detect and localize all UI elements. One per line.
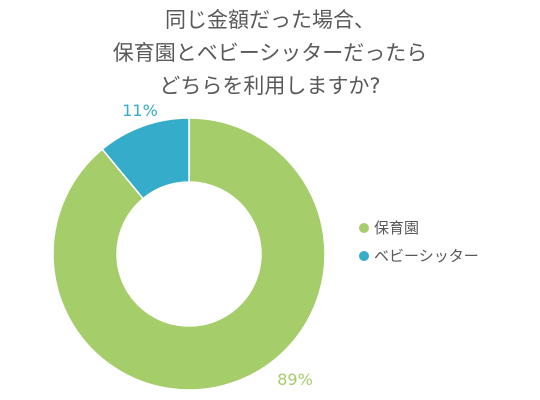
slice-2 (101, 117, 190, 200)
data-label-1: 89% (277, 370, 313, 389)
data-labels: 89% 11% (122, 101, 313, 389)
title-line-2: 保育園とベビーシッターだったら (113, 41, 428, 65)
legend-item-1: 保育園 (359, 219, 419, 237)
donut-slices (52, 117, 326, 391)
legend-label-1: 保育園 (374, 219, 419, 237)
title-line-1: 同じ金額だった場合、 (165, 8, 375, 32)
legend-marker-2 (359, 251, 369, 261)
legend-item-2: ベビーシッター (359, 247, 479, 265)
legend-marker-1 (359, 223, 369, 233)
legend-label-2: ベビーシッター (374, 247, 479, 265)
slice-1 (52, 117, 326, 391)
title-line-3: どちらを利用しますか? (159, 74, 380, 98)
data-label-2: 11% (122, 101, 158, 120)
chart-title: 同じ金額だった場合、 保育園とベビーシッターだったら どちらを利用しますか? (113, 8, 428, 98)
